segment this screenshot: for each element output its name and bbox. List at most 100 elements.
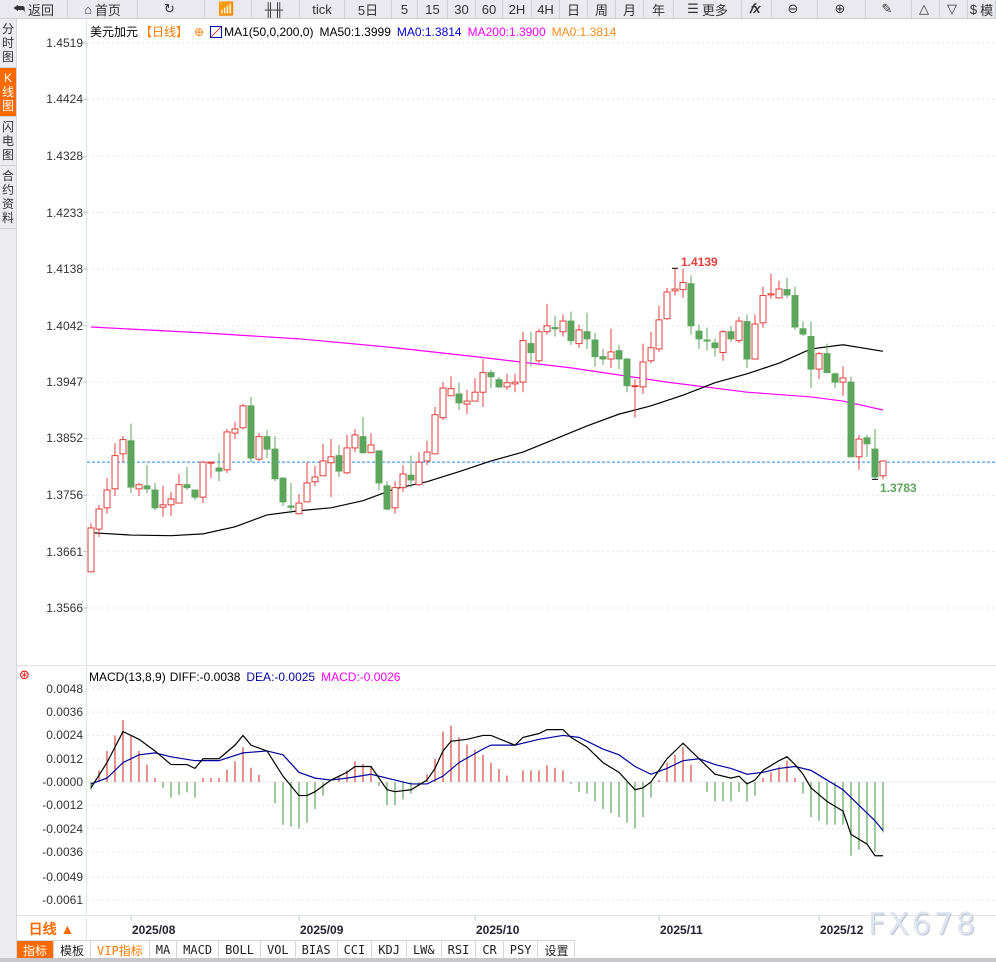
toolbar-button-周[interactable]: 周 — [588, 0, 616, 18]
toolbar-button-60[interactable]: 60 — [476, 0, 503, 18]
indicator-tab-指标[interactable]: 指标 — [17, 941, 55, 959]
candle-up — [767, 293, 775, 296]
toolbar-button-zoom-out[interactable]: ⊖ — [772, 0, 818, 18]
candle-down — [799, 328, 807, 335]
indicator-tab-ma[interactable]: MA — [150, 941, 178, 959]
date-tick-label: 2025/09 — [300, 923, 344, 937]
candle-down — [527, 343, 535, 353]
indicator-tab-cr[interactable]: CR — [476, 941, 504, 959]
bar-chart-icon: 📶 — [218, 1, 235, 16]
toolbar-button-首页[interactable]: ⌂ 首页 — [68, 0, 138, 18]
low-price-label: 1.3783 — [880, 481, 917, 496]
toolbar-button-label: tick — [312, 1, 332, 17]
candle-up — [679, 282, 687, 291]
toolbar-button-15[interactable]: 15 — [418, 0, 448, 18]
toolbar-button-triangle-down[interactable]: ▽ — [940, 0, 968, 18]
toolbar-button-zoom-in[interactable]: ⊕ — [818, 0, 866, 18]
toolbar-button-refresh[interactable]: ↻ — [138, 0, 205, 18]
toolbar-button-label: 5 — [400, 1, 409, 17]
candle-down — [847, 381, 855, 458]
toolbar-button-label: 4H — [537, 1, 554, 17]
toolbar-button-5日[interactable]: 5日 — [345, 0, 392, 18]
horizontal-scrollbar[interactable] — [0, 958, 996, 962]
toolbar-button-2H[interactable]: 2H — [503, 0, 532, 18]
candle-down — [583, 331, 591, 340]
candle-down — [711, 342, 719, 349]
zoom-in-icon: ⊕ — [834, 1, 846, 16]
candle-up — [647, 347, 655, 362]
sidebar-tab-2[interactable]: 闪电图 — [0, 117, 16, 166]
function-fx-icon: 𝑓x — [749, 1, 761, 16]
candle-up — [311, 476, 319, 483]
sidebar-tab-0[interactable]: 分时图 — [0, 19, 16, 68]
home-icon: ⌂ — [84, 1, 92, 17]
indicator-tab-rsi[interactable]: RSI — [442, 941, 477, 959]
candle-down — [567, 320, 575, 342]
indicator-tab-bias[interactable]: BIAS — [296, 941, 338, 959]
candle-down — [407, 474, 415, 481]
candle-down — [279, 477, 287, 503]
triangle-down-icon: ▽ — [947, 1, 957, 16]
toolbar-button-日[interactable]: 日 — [560, 0, 588, 18]
candle-down — [703, 339, 711, 342]
indicator-tab-psy[interactable]: PSY — [504, 941, 539, 959]
candle-up — [839, 377, 847, 383]
dea-line — [90, 734, 884, 831]
toolbar-button-label: 模 — [980, 2, 994, 18]
indicator-tab-boll[interactable]: BOLL — [219, 941, 261, 959]
sidebar-tab-3[interactable]: 合约资料 — [0, 166, 16, 229]
candle-down — [591, 339, 599, 358]
toolbar-button-triangle-up[interactable]: △ — [912, 0, 940, 18]
toolbar-button-5[interactable]: 5 — [392, 0, 418, 18]
toolbar-button-tick[interactable]: tick — [300, 0, 345, 18]
toolbar-button-bar-chart[interactable]: 📶 — [205, 0, 252, 18]
indicator-tab-vip指标[interactable]: VIP指标 — [91, 941, 150, 959]
toolbar-button-function-fx[interactable]: 𝑓x — [742, 0, 772, 18]
indicator-chart-icon[interactable] — [210, 25, 223, 38]
toolbar-button-更多[interactable]: ☰ 更多 — [674, 0, 742, 18]
candle-down — [551, 327, 559, 330]
indicator-tab-vol[interactable]: VOL — [261, 941, 296, 959]
price-tick-label: 1.3661 — [46, 544, 83, 559]
toolbar-button-candlestick[interactable]: ╫╫ — [252, 0, 300, 18]
toolbar-button-4H[interactable]: 4H — [532, 0, 560, 18]
toolbar-button-pen[interactable]: ✎ — [866, 0, 912, 18]
candle-up — [815, 353, 823, 370]
toolbar-button-月[interactable]: 月 — [616, 0, 644, 18]
period-selector[interactable]: 日线 ▲ — [17, 918, 87, 940]
date-axis — [17, 915, 996, 941]
indicator-tab-macd[interactable]: MACD — [177, 941, 220, 959]
candle-down — [495, 379, 503, 388]
dea-value: DEA:-0.0025 — [246, 670, 316, 684]
indicator-name: MA1(50,0,200,0) — [224, 24, 314, 39]
price-axis-line — [86, 19, 87, 915]
indicator-tab-模板[interactable]: 模板 — [54, 941, 92, 959]
candle-down — [783, 289, 791, 296]
indicator-tab-lw&[interactable]: LW& — [407, 941, 442, 959]
price-tick-label: 1.4138 — [46, 261, 83, 276]
toolbar-button-30[interactable]: 30 — [448, 0, 476, 18]
candle-down — [271, 448, 279, 480]
candle-down — [127, 440, 135, 488]
candle-up — [327, 456, 335, 464]
indicator-tab-设置[interactable]: 设置 — [538, 941, 576, 959]
toolbar-button-label: 更多 — [701, 2, 728, 18]
price-tick-label: 1.3566 — [46, 601, 83, 615]
price-tick-label: 1.4328 — [46, 149, 83, 164]
candle-down — [791, 295, 799, 328]
macd-tick-label: 0.0024 — [46, 728, 83, 743]
zoom-out-icon: ⊖ — [787, 1, 799, 16]
candle-up — [607, 351, 615, 360]
toolbar-button-返回[interactable]: ⮪ 返回 — [0, 0, 68, 18]
indicator-tab-cci[interactable]: CCI — [338, 941, 373, 959]
macd-settings-icon[interactable]: ⊛ — [19, 667, 30, 682]
indicator-tab-kdj[interactable]: KDJ — [372, 941, 407, 959]
ma50-value: MA50:1.3999 — [319, 24, 391, 39]
toolbar-button-年[interactable]: 年 — [644, 0, 674, 18]
indicator-tabs: 指标 模板 VIP指标 MA MACD BOLL VOL BIAS CCI KDJ LW& RSI CR… — [17, 940, 576, 959]
sidebar-tab-1[interactable]: K线图 — [0, 68, 16, 117]
crosshair-icon[interactable]: ⊕ — [194, 24, 205, 39]
panel-divider[interactable] — [17, 665, 996, 666]
candle-up — [343, 447, 351, 474]
